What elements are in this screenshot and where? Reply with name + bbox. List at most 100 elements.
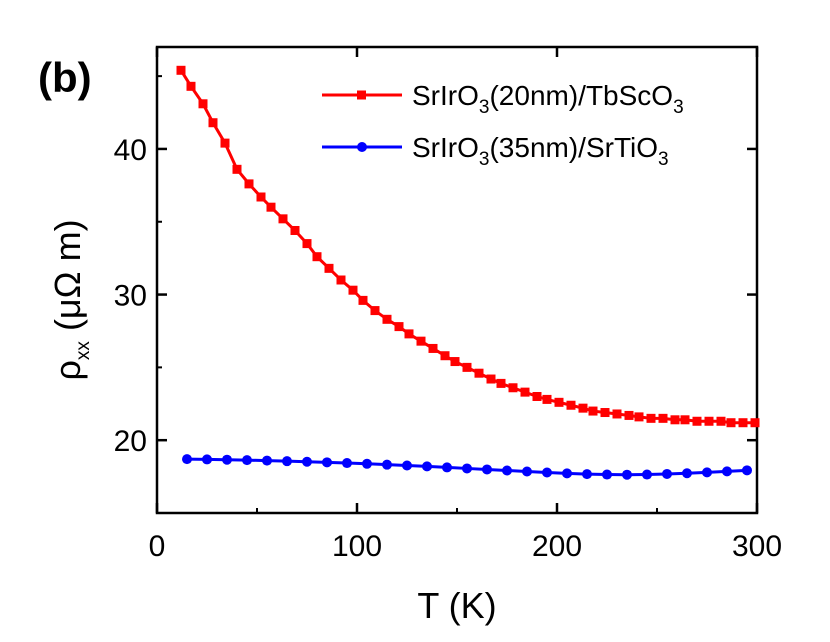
data-point [502, 465, 512, 476]
data-point [312, 252, 322, 262]
data-point [290, 225, 300, 235]
data-point [582, 469, 592, 480]
data-point [682, 468, 692, 479]
data-point [232, 164, 242, 174]
data-point [394, 322, 404, 332]
data-point [658, 413, 668, 423]
data-point [578, 403, 588, 413]
data-point [256, 192, 266, 202]
data-point [496, 378, 506, 388]
data-point [634, 412, 644, 422]
data-point [662, 468, 672, 479]
data-point [486, 374, 496, 384]
data-point [554, 397, 564, 407]
data-point [522, 466, 532, 477]
data-point [382, 459, 392, 470]
data-point [482, 464, 492, 475]
axis-ticks: 0 100 200 300 20 30 40 [114, 47, 782, 563]
data-point [462, 362, 472, 372]
x-tick-label-100: 100 [332, 530, 382, 563]
data-point [186, 81, 196, 91]
data-point [382, 314, 392, 324]
data-point [182, 454, 192, 465]
data-point [742, 465, 752, 476]
data-point [750, 418, 760, 428]
data-point [422, 461, 432, 472]
data-point [370, 306, 380, 316]
data-point [222, 454, 232, 465]
data-point [242, 455, 252, 466]
data-point [542, 467, 552, 478]
data-point [220, 138, 230, 148]
data-point [202, 454, 212, 465]
data-point [262, 455, 272, 466]
x-tick-label-200: 200 [532, 530, 582, 563]
data-point [404, 329, 414, 339]
y-axis-label: ρxx (μΩ m) [47, 219, 94, 380]
data-point [402, 460, 412, 471]
data-point [612, 409, 622, 419]
data-point [602, 469, 612, 480]
x-tick-label-300: 300 [732, 530, 782, 563]
data-point [322, 457, 332, 468]
data-point [324, 263, 334, 273]
data-point [474, 368, 484, 378]
data-point [428, 343, 438, 353]
panel-label: (b) [38, 54, 92, 101]
data-point [198, 99, 208, 109]
data-point [716, 416, 726, 426]
data-point [208, 118, 218, 128]
data-point [692, 416, 702, 426]
legend: SrIrO3(20nm)/TbScO3 SrIrO3(35nm)/SrTiO3 [322, 80, 684, 170]
data-point [622, 469, 632, 480]
data-point [336, 275, 346, 285]
svg-text:ρxx (μΩ m): ρxx (μΩ m) [47, 219, 94, 380]
y-tick-label-30: 30 [114, 280, 147, 313]
data-point [624, 410, 634, 420]
series-2 [182, 454, 752, 480]
data-point [542, 394, 552, 404]
series-layer [176, 65, 760, 480]
data-point [562, 468, 572, 479]
data-point [670, 415, 680, 425]
data-point [358, 295, 368, 305]
data-point [646, 413, 656, 423]
data-point [722, 466, 732, 477]
data-point [642, 469, 652, 480]
data-point [566, 400, 576, 410]
legend-marker-1 [357, 90, 366, 100]
y-axis-subscript: xx [73, 341, 94, 361]
data-point [508, 383, 518, 393]
data-point [342, 458, 352, 469]
data-point [680, 415, 690, 425]
data-point [450, 357, 460, 367]
legend-label-2: SrIrO3(35nm)/SrTiO3 [412, 132, 669, 170]
data-point [520, 387, 530, 397]
data-point [588, 406, 598, 416]
data-point [348, 285, 358, 295]
data-point [600, 408, 610, 418]
data-point [442, 462, 452, 473]
data-point [440, 351, 450, 361]
data-point [738, 418, 748, 428]
data-point [176, 65, 186, 75]
data-point [266, 202, 276, 212]
data-point [278, 214, 288, 224]
data-point [726, 418, 736, 428]
y-axis-symbol: ρ [47, 360, 88, 380]
y-tick-label-40: 40 [114, 134, 147, 167]
data-point [702, 467, 712, 478]
data-point [362, 458, 372, 469]
data-point [302, 239, 312, 249]
data-point [282, 456, 292, 467]
y-axis-unit: (μΩ m) [47, 219, 88, 341]
y-tick-label-20: 20 [114, 425, 147, 458]
x-axis-label: T (K) [417, 585, 496, 626]
data-point [244, 179, 254, 189]
data-point [532, 392, 542, 401]
data-point [302, 456, 312, 467]
legend-marker-2 [357, 142, 367, 152]
legend-label-1: SrIrO3(20nm)/TbScO3 [412, 80, 684, 118]
x-tick-label-0: 0 [149, 530, 166, 563]
